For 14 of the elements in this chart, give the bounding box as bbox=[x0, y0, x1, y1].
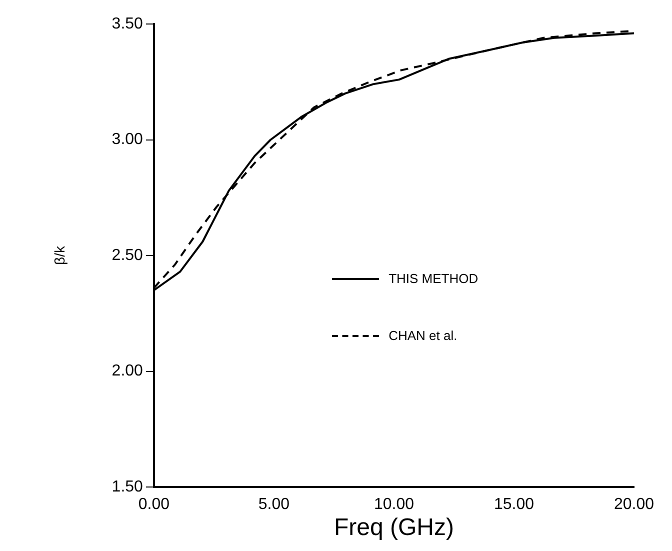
y-tick-label: 1.50 bbox=[112, 478, 144, 496]
x-tick-label: 15.00 bbox=[494, 496, 534, 514]
legend-label: THIS METHOD bbox=[388, 271, 478, 286]
y-tick-label: 3.00 bbox=[112, 131, 144, 148]
x-tick-label: 5.00 bbox=[258, 496, 290, 514]
y-axis-title: β/k bbox=[51, 245, 68, 265]
x-tick-label: 10.00 bbox=[374, 496, 414, 514]
y-tick-label: 3.50 bbox=[112, 15, 144, 32]
legend-label: CHAN et al. bbox=[388, 328, 458, 344]
x-axis-title: Freq (GHz) bbox=[334, 514, 454, 542]
y-tick-label: 2.50 bbox=[112, 246, 144, 264]
y-tick-label: 2.00 bbox=[112, 362, 144, 380]
x-tick-label: 0.00 bbox=[138, 496, 170, 514]
x-tick-label: 20.00 bbox=[614, 496, 654, 514]
